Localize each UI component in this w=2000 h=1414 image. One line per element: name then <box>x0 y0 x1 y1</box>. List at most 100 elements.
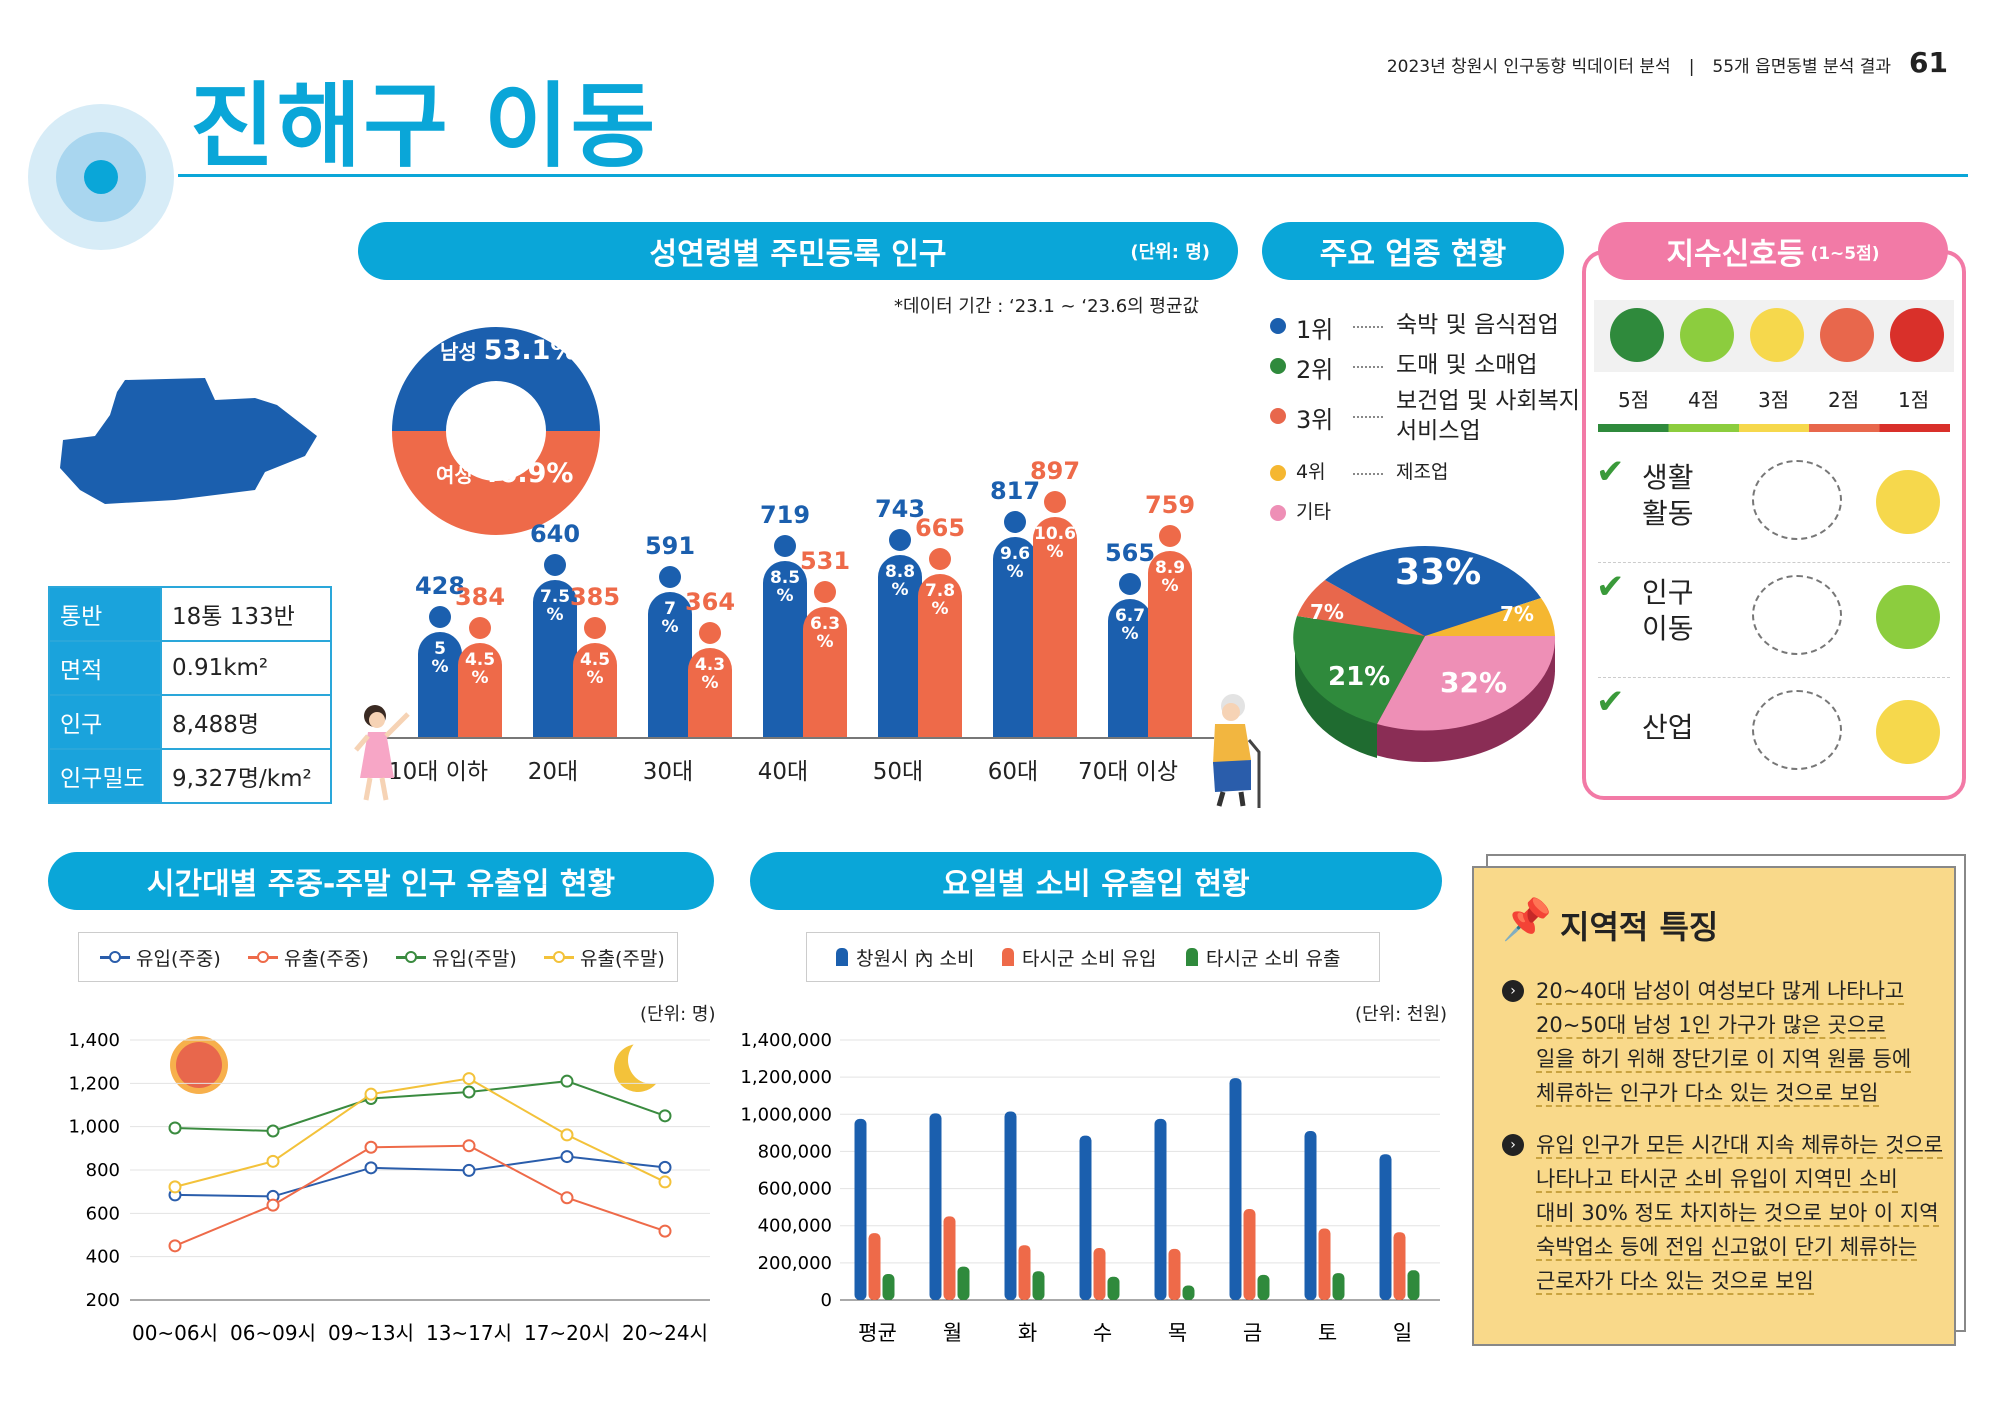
day-bar <box>1004 1111 1017 1300</box>
check-icon: ✔ <box>1596 452 1625 492</box>
bar-head-icon <box>544 554 566 577</box>
x-tick-label: 목 <box>1168 1321 1187 1345</box>
signal-face-icon <box>1876 585 1940 649</box>
y-tick-label: 600,000 <box>758 1179 832 1200</box>
y-tick-label: 1,400 <box>68 1030 120 1051</box>
gender-donut <box>392 327 600 535</box>
header-separator: | <box>1688 57 1695 77</box>
score-label: 1점 <box>1898 388 1930 412</box>
face-4-icon <box>1680 308 1734 362</box>
x-tick-label: 13~17시 <box>426 1321 512 1345</box>
series-point <box>658 1175 672 1189</box>
industry-name: 숙박 및 음식점업 <box>1396 312 1559 338</box>
report-title: 2023년 창원시 인구동향 빅데이터 분석 | 55개 읍면동별 분석 결과 … <box>1387 46 1948 79</box>
day-bar <box>1168 1248 1181 1300</box>
age-bar: 10.6 % <box>1033 491 1077 737</box>
bar-head-icon <box>659 566 681 589</box>
legend-swatch-icon <box>836 948 848 966</box>
day-bar <box>943 1216 956 1300</box>
day-bar <box>1379 1154 1392 1300</box>
age-chart-title: 성연령별 주민등록 인구 (단위: 명) <box>358 222 1238 280</box>
bar-percent: 10.6 % <box>1034 524 1076 563</box>
bar-value: 591 <box>644 532 696 561</box>
bar-head-icon <box>469 616 491 639</box>
signal-range: (1~5점) <box>1810 243 1880 264</box>
x-tick-label: 수 <box>1093 1321 1112 1345</box>
y-tick-label: 600 <box>86 1203 120 1224</box>
industry-rank: 4위 <box>1296 461 1326 483</box>
age-bar: 6.7 % <box>1108 572 1152 737</box>
age-category-label: 20대 <box>527 759 579 785</box>
age-bar: 7 % <box>648 566 692 737</box>
x-tick-label: 06~09시 <box>230 1321 316 1345</box>
industry-rank: 3위 <box>1296 406 1334 434</box>
female-pct: 46.9% <box>479 458 574 489</box>
signal-item-icon <box>1752 575 1842 655</box>
face-1-icon <box>1890 308 1944 362</box>
day-bar <box>929 1113 942 1300</box>
series-point <box>266 1124 280 1138</box>
info-table: 통반 18통 133반 면적 0.91km² 인구 8,488명 인구밀도 9,327명… <box>48 586 332 804</box>
bar-head-icon <box>584 616 606 639</box>
bullet-icon: › <box>1502 1134 1524 1156</box>
bar-head-icon <box>929 548 951 571</box>
male-pct: 53.1% <box>483 335 578 366</box>
leader-dots <box>1353 416 1383 418</box>
feature-line: 나타나고 타시군 소비 유입이 지역민 소비 <box>1536 1167 1898 1193</box>
score-label: 3점 <box>1758 388 1790 412</box>
legend-label: 타시군 소비 유입 <box>1022 948 1157 970</box>
face-3-icon <box>1750 308 1804 362</box>
y-tick-label: 1,200 <box>68 1073 120 1094</box>
pie-label-1: 33% <box>1395 552 1482 593</box>
signal-face-icon <box>1876 700 1940 764</box>
report-name: 2023년 창원시 인구동향 빅데이터 분석 <box>1386 57 1671 77</box>
bar-percent: 4.3 % <box>694 654 726 693</box>
age-chart-title-text: 성연령별 주민등록 인구 <box>649 237 947 272</box>
legend-label: 유입(주말) <box>432 948 517 970</box>
day-bar <box>1407 1270 1420 1300</box>
x-tick-label: 평균 <box>858 1321 897 1345</box>
day-bar <box>1393 1232 1406 1300</box>
bar-value: 897 <box>1029 457 1081 486</box>
bar-head-icon <box>1044 491 1066 514</box>
age-bar: 5 % <box>418 606 462 737</box>
y-tick-label: 400,000 <box>758 1216 832 1237</box>
series-point <box>266 1154 280 1168</box>
pie-label-etc: 32% <box>1440 666 1508 699</box>
bar-percent: 5 % <box>431 639 449 678</box>
y-tick-label: 1,000 <box>68 1117 120 1138</box>
industry-name: 제조업 <box>1396 461 1449 483</box>
leader-dots <box>1353 473 1383 475</box>
day-bar <box>882 1274 895 1300</box>
series-point <box>266 1198 280 1212</box>
y-tick-label: 400 <box>86 1247 120 1268</box>
bar-value: 384 <box>454 582 506 611</box>
legend-label: 타시군 소비 유출 <box>1206 948 1341 970</box>
bar-percent: 6.3 % <box>809 613 841 652</box>
series-point <box>364 1161 378 1175</box>
legend-dot-icon <box>1270 318 1286 334</box>
day-bar <box>1332 1273 1345 1300</box>
x-tick-label: 20~24시 <box>622 1321 708 1345</box>
header-rule <box>178 174 1968 177</box>
feature-line: 유입 인구가 모든 시간대 지속 체류하는 것으로 <box>1536 1133 1944 1159</box>
series-point <box>560 1191 574 1205</box>
age-bar: 4.5 % <box>458 616 502 737</box>
age-category-label: 50대 <box>872 759 924 785</box>
bar-percent: 8.8 % <box>884 561 916 600</box>
series-point <box>462 1139 476 1153</box>
age-bar: 4.3 % <box>688 621 732 737</box>
donut-female: 여성 46.9% <box>436 458 573 489</box>
leader-dots <box>1353 326 1383 328</box>
age-bar: 7.5 % <box>533 554 577 737</box>
feature-paragraph-1: 20~40대 남성이 여성보다 많게 나타나고 20~50대 남성 1인 가구가… <box>1536 974 1956 1110</box>
pie-label-4: 7% <box>1500 602 1534 626</box>
face-5-icon <box>1610 308 1664 362</box>
bar-percent: 7 % <box>661 599 679 638</box>
y-tick-label: 0 <box>821 1290 832 1311</box>
series-point <box>168 1121 182 1135</box>
donut-male: 남성 53.1% <box>440 335 577 366</box>
x-tick-label: 일 <box>1393 1321 1412 1345</box>
series-point <box>364 1140 378 1154</box>
bar-percent: 7.8 % <box>924 581 956 620</box>
